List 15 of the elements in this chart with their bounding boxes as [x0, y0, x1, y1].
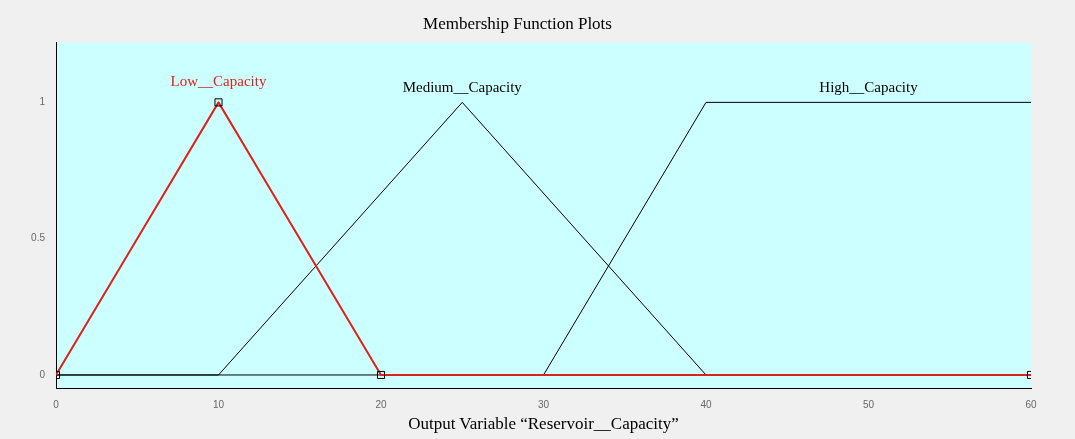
y-tick-label: 0 [39, 368, 46, 380]
x-tick-label: 40 [700, 399, 712, 411]
chart-title: Membership Function Plots [423, 13, 612, 33]
x-tick-label: 60 [1025, 399, 1037, 411]
series-label: Medium__Capacity [402, 78, 523, 95]
x-axis-title: Output Variable “Reservoir__Capacity” [408, 414, 679, 434]
series-label: Low__Capacity [170, 72, 267, 89]
y-tick-label: 0.5 [31, 232, 46, 244]
x-tick-label: 50 [862, 399, 875, 411]
x-tick-label: 20 [375, 399, 387, 411]
x-tick-label: 10 [212, 399, 225, 411]
series-label: High__Capacity [819, 78, 919, 95]
x-tick-label: 30 [537, 399, 550, 411]
y-tick-label: 1 [39, 96, 46, 108]
x-tick-label: 0 [53, 399, 60, 411]
